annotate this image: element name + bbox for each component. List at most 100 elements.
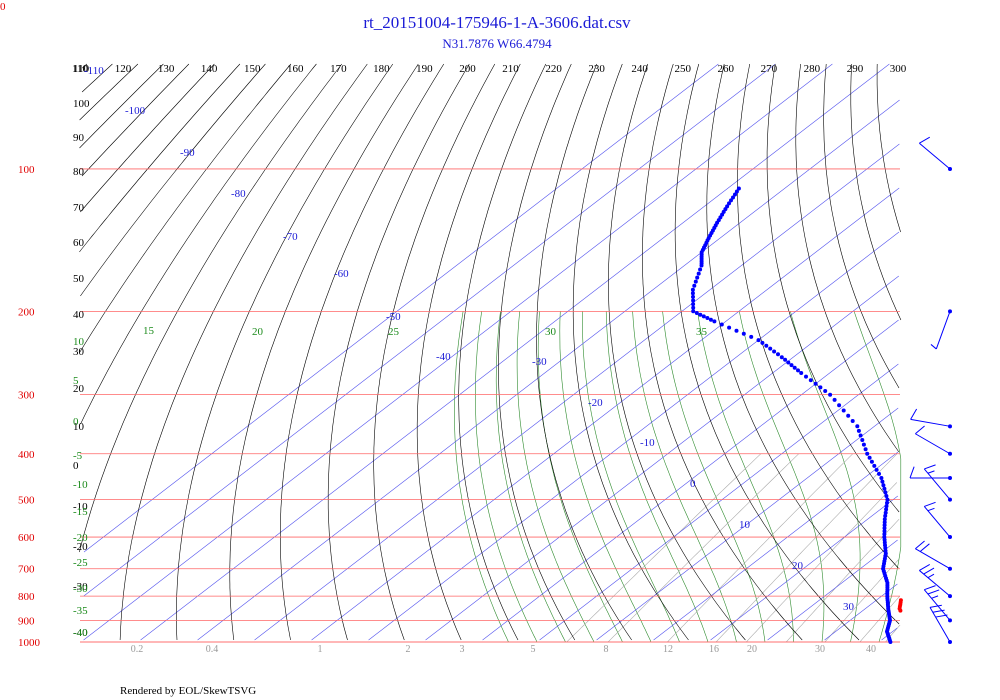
dry-adiabat-line xyxy=(536,63,632,641)
left-axis-label: -35 xyxy=(73,605,88,617)
dewpoint-point xyxy=(808,378,813,383)
dry-adiabat-line xyxy=(79,63,139,121)
dewpoint-point xyxy=(760,340,765,345)
wind-barb-staff xyxy=(915,433,951,455)
chart-subtitle: N31.7876 W66.4794 xyxy=(442,36,552,51)
dewpoint-point xyxy=(885,497,890,502)
left-axis-label: 5 xyxy=(73,375,79,387)
dewpoint-point xyxy=(690,291,695,296)
dewpoint-point xyxy=(869,459,874,464)
dewpoint-point xyxy=(764,343,769,348)
isotherm-line xyxy=(83,63,719,553)
dry-adiabat-line xyxy=(119,63,368,641)
dewpoint-point xyxy=(865,451,870,456)
dewpoint-point xyxy=(867,455,872,460)
theta-label: 240 xyxy=(631,63,648,75)
isotherm-label: -40 xyxy=(436,351,451,363)
isobar-label: 1000 xyxy=(18,637,41,649)
dewpoint-point xyxy=(725,204,730,209)
moist-adiabat-line xyxy=(475,311,538,643)
sounding-profiles xyxy=(690,186,903,644)
wind-barb-flag xyxy=(924,501,936,507)
left-axis-label: 10 xyxy=(73,421,85,433)
dewpoint-point xyxy=(799,371,804,375)
theta-label: 140 xyxy=(201,63,218,75)
dewpoint-point xyxy=(691,309,696,314)
isobar-label: 400 xyxy=(18,449,35,461)
dewpoint-point xyxy=(882,517,887,522)
isotherm-label: -90 xyxy=(180,147,195,159)
wind-barb xyxy=(930,309,952,350)
dewpoint-point xyxy=(772,349,777,354)
dewpoint-point xyxy=(705,316,710,320)
left-axis-label: 100 xyxy=(73,98,90,110)
left-axis-label: 20 xyxy=(73,383,85,395)
wind-barb-flag xyxy=(915,425,925,435)
dewpoint-point xyxy=(698,267,703,272)
left-axis-label: 10 xyxy=(73,336,85,348)
dry-adiabat-line xyxy=(81,63,190,177)
left-axis-label: -30 xyxy=(73,583,88,595)
isotherm-label: -20 xyxy=(588,397,603,409)
dry-adiabat-line xyxy=(79,63,343,553)
wind-barb-flag xyxy=(924,585,936,591)
left-axis-label: -10 xyxy=(73,501,88,513)
dry-adiabats xyxy=(79,63,902,641)
wind-barb-staff xyxy=(919,142,951,170)
isobar-label: 800 xyxy=(18,591,35,603)
left-axis-label: 30 xyxy=(73,346,85,358)
mixing-ratio-label: 0.2 xyxy=(131,644,144,655)
dewpoint-point xyxy=(695,275,700,280)
isotherms xyxy=(83,63,900,641)
isotherm-line xyxy=(824,583,898,641)
mixing-ratio-label: 40 xyxy=(866,644,876,655)
mixing-ratio-label: 3 xyxy=(460,644,465,655)
dewpoint-point xyxy=(783,357,788,362)
dewpoint-point xyxy=(823,389,828,393)
theta-label: 160 xyxy=(287,63,304,75)
left-axis-label: -40 xyxy=(73,627,88,639)
mixing-ratio-line xyxy=(607,453,799,643)
dewpoint-point xyxy=(719,322,724,327)
moist-adiabat-line xyxy=(454,311,509,643)
dry-adiabat-line xyxy=(674,63,860,641)
dewpoint-point xyxy=(701,314,706,319)
dry-adiabat-line xyxy=(876,63,901,233)
dry-adiabat-line xyxy=(79,63,241,253)
dewpoint-point xyxy=(837,403,842,408)
dewpoint-point xyxy=(708,317,713,322)
theta-label: 220 xyxy=(545,63,562,75)
isobar-label: 200 xyxy=(18,306,35,318)
wind-barb xyxy=(923,501,952,540)
left-axis-label: 80 xyxy=(73,166,85,178)
wind-barb-staff xyxy=(919,570,951,597)
isotherm-line xyxy=(482,319,899,641)
wind-barb xyxy=(923,464,952,502)
moist-adiabat-label: 35 xyxy=(696,326,708,338)
dry-adiabat-line xyxy=(79,63,292,353)
temperature-point xyxy=(898,598,903,603)
dry-adiabat-line xyxy=(498,63,576,641)
left-axis-label: -30 xyxy=(73,581,88,593)
moist-adiabat-label: 30 xyxy=(545,326,557,338)
isotherm-line xyxy=(539,363,899,641)
dewpoint-point xyxy=(882,520,887,525)
isotherm-label: -10 xyxy=(640,437,655,449)
left-axis-label: -20 xyxy=(73,541,88,553)
moist-adiabat-line xyxy=(853,311,902,643)
wind-barb-flag xyxy=(927,573,935,579)
dry-adiabat-line xyxy=(80,63,266,297)
theta-label: 210 xyxy=(502,63,519,75)
wind-barb-flag xyxy=(930,344,937,350)
dewpoint-point xyxy=(846,413,851,418)
moist-adiabat-label: 15 xyxy=(143,325,155,337)
dewpoint-point xyxy=(776,352,780,357)
isotherm-label: -80 xyxy=(231,188,246,200)
wind-barb xyxy=(910,408,952,429)
dewpoint-point xyxy=(872,463,877,468)
dewpoint-point xyxy=(692,283,697,288)
moist-adiabat-line xyxy=(581,311,680,643)
dry-adiabat-line xyxy=(80,63,317,425)
dewpoint-point xyxy=(856,428,861,433)
